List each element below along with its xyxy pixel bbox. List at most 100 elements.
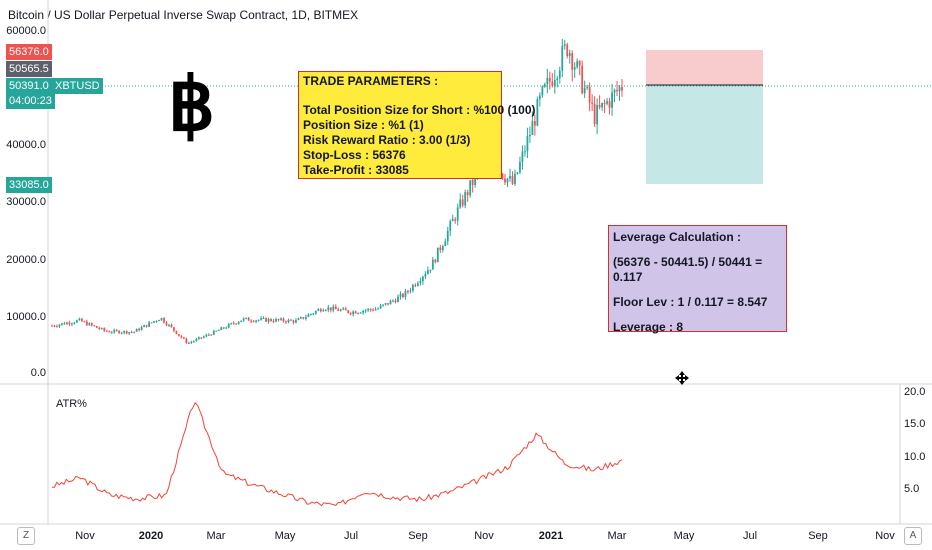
candle-body [616,89,618,92]
candle-body [329,307,332,311]
atr-indicator-label[interactable]: ATR% [56,398,87,410]
x-tick: Sep [408,530,428,542]
candle-body [287,319,290,323]
candle-body [461,199,464,206]
candle-body [150,322,153,324]
candle-body [596,105,599,125]
candle-body [339,309,342,311]
candle-body [125,330,128,334]
candle-body [295,320,297,323]
candle-body [384,303,387,305]
candle-body [421,276,424,282]
candle-body [337,309,340,311]
candle-body [426,270,429,275]
candle-body [317,309,320,311]
candle-body [128,332,131,334]
candle-body [397,296,399,303]
candle-body [210,334,213,336]
candle-body [155,320,158,322]
candle-body [387,303,389,305]
candle-body [314,310,317,314]
candle-body [275,319,277,322]
candle-body [466,192,469,196]
candle-body [165,322,168,326]
x-tick: 2020 [138,530,164,542]
candle-body [153,321,155,323]
candle-body [319,309,322,312]
candle-body [563,44,566,46]
candle-body [292,320,295,323]
candle-body [270,319,272,322]
candle-body [135,328,138,332]
atr-line [52,402,623,507]
candle-body [429,269,432,271]
zoom-button[interactable]: Z [17,527,35,545]
leverage-calculation-box: Leverage Calculation : (56376 - 50441.5)… [608,225,787,334]
candle-body [304,316,307,319]
y-tick: 30000.0 [6,196,46,208]
candle-body [58,324,61,327]
candle-body [434,259,437,263]
candle-body [120,332,123,334]
candle-body [576,61,579,68]
candle-body [63,323,66,325]
leverage-heading: Leverage Calculation : [613,230,742,244]
candle-body [51,325,53,327]
candle-body [362,310,365,313]
candle-body [260,318,262,320]
candle-body [85,321,88,326]
candle-body [230,323,233,325]
x-tick: Mar [607,530,627,542]
candle-body [265,317,267,322]
x-tick: Nov [875,530,895,542]
candle-body [514,173,516,184]
candle-body [449,221,452,231]
candle-body [267,319,270,322]
candle-body [190,341,193,343]
candle-body [334,306,337,310]
candle-body [409,290,412,292]
candle-body [240,320,243,322]
leverage-result: Leverage : 8 [613,320,684,334]
auto-scale-button[interactable]: A [904,527,922,545]
candle-body [66,322,68,325]
candle-body [309,313,312,315]
candle-body [200,337,203,339]
candle-body [441,246,444,251]
candle-body [347,310,350,313]
candle-body [586,86,589,88]
candle-body [110,332,113,334]
candle-body [431,259,434,270]
y-tick: 20000.0 [6,254,46,266]
candle-body [519,162,521,173]
candle-body [439,247,442,251]
candle-body [113,330,116,333]
candle-body [578,61,581,66]
candle-body [192,340,195,342]
candle-body [571,53,574,70]
candle-body [78,318,81,321]
candle-body [583,87,586,94]
stop-loss-badge: 56376.0 [6,44,52,60]
candle-body [108,331,111,333]
candle-body [382,304,384,306]
atr-y-tick: 10.0 [904,451,926,463]
candle-body [598,105,601,108]
candle-body [282,318,285,322]
candle-body [424,274,427,277]
candle-body [521,151,524,163]
candle-body [212,330,215,335]
candle-body [227,324,230,328]
x-tick: 2021 [538,530,564,542]
candle-body [163,318,165,323]
candle-body [61,323,63,325]
candle-body [115,330,118,332]
candle-body [302,317,305,319]
candle-body [533,121,536,126]
x-tick: Nov [75,530,95,542]
candle-body [357,312,360,314]
leverage-floor: Floor Lev : 1 / 0.117 = 8.547 [613,295,768,309]
candle-body [105,330,108,332]
candle-body [469,180,472,196]
candle-body [202,336,205,338]
